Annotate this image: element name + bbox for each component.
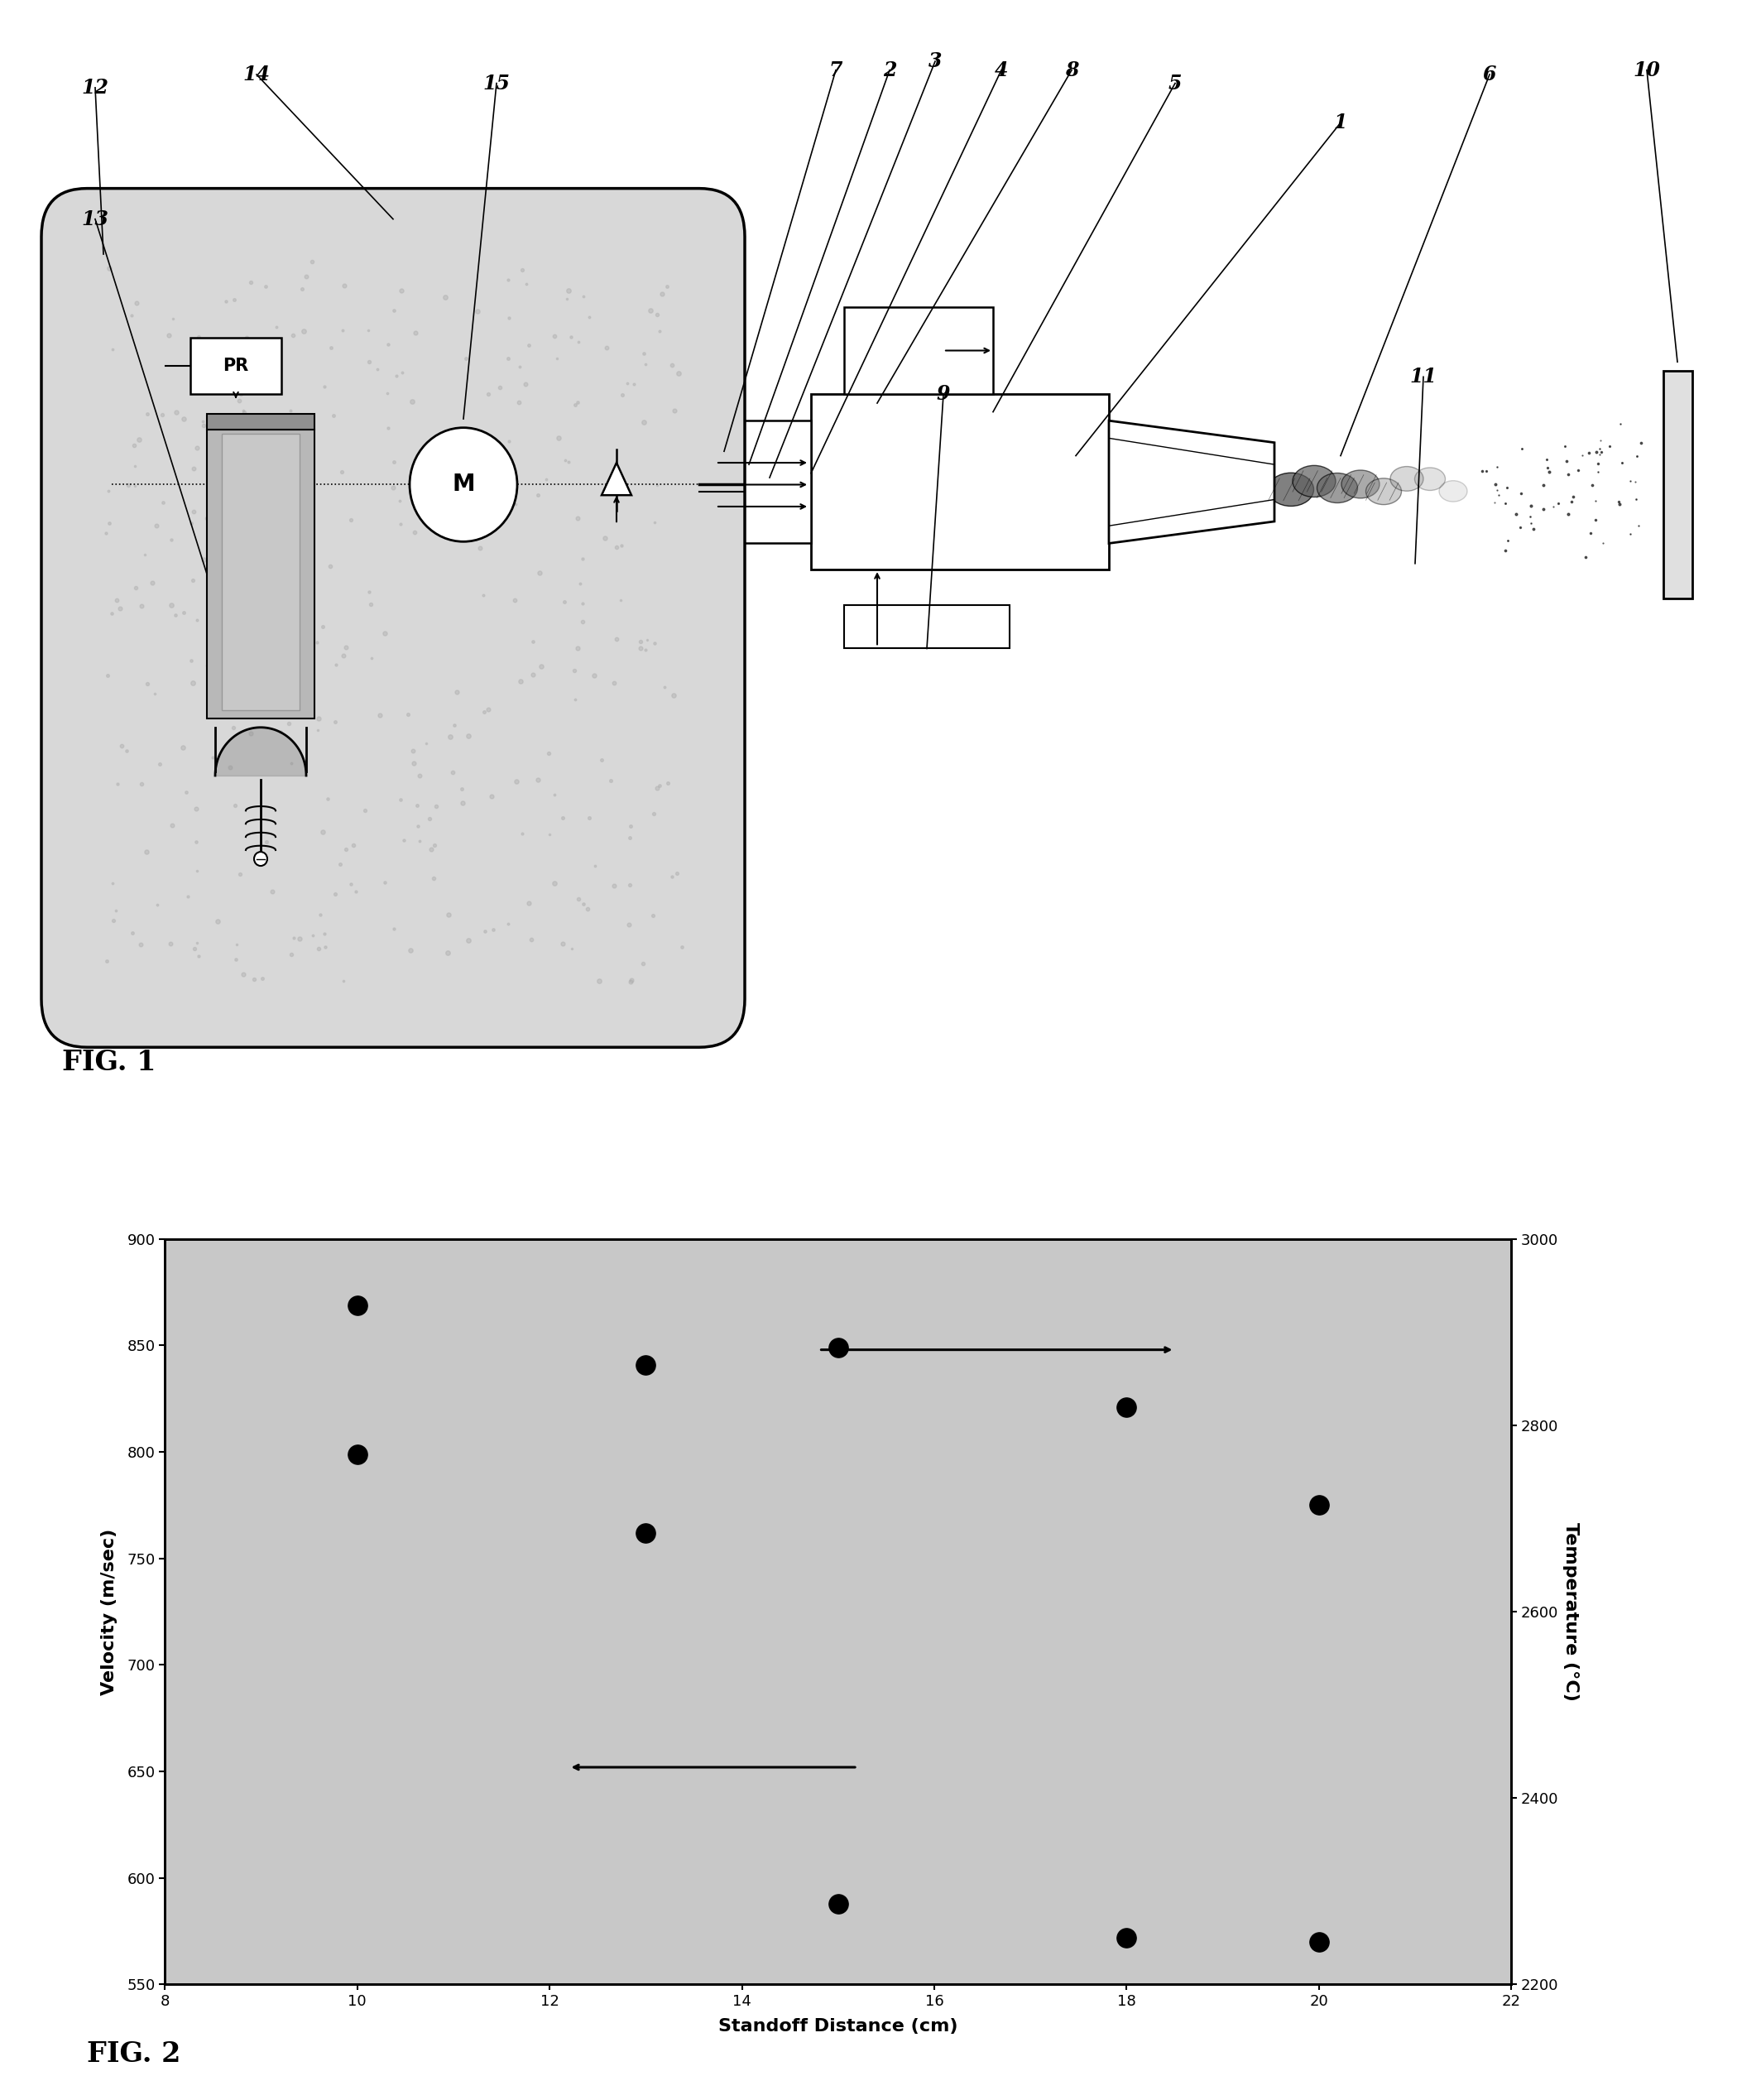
Text: FIG. 2: FIG. 2 [87, 2039, 181, 2068]
Point [632, 1348, 660, 1382]
Point [1113, 1390, 1141, 1424]
Ellipse shape [1341, 470, 1379, 498]
Ellipse shape [1268, 473, 1313, 506]
FancyBboxPatch shape [42, 189, 745, 1048]
Point [823, 1886, 851, 1919]
Point [344, 1287, 372, 1321]
X-axis label: Standoff Distance (cm): Standoff Distance (cm) [719, 2018, 957, 2035]
Polygon shape [601, 462, 632, 496]
Point [823, 1331, 851, 1365]
Bar [191, 338, 281, 395]
Bar [1664, 372, 1692, 598]
Text: 2: 2 [882, 61, 896, 80]
Text: 1: 1 [1334, 113, 1348, 132]
Bar [844, 307, 994, 395]
Point [344, 1436, 372, 1470]
Point [1113, 1922, 1141, 1955]
Text: 4: 4 [995, 61, 1007, 80]
Ellipse shape [1317, 473, 1358, 502]
Text: 7: 7 [829, 61, 842, 80]
Ellipse shape [1390, 466, 1423, 491]
Bar [207, 414, 314, 428]
Y-axis label: Temperature (°C): Temperature (°C) [1563, 1522, 1579, 1701]
Bar [745, 420, 811, 544]
Text: 8: 8 [1065, 61, 1079, 80]
Polygon shape [1108, 420, 1275, 544]
Text: 3: 3 [928, 50, 941, 71]
Ellipse shape [1414, 468, 1445, 491]
Point [1304, 1926, 1332, 1959]
Text: FIG. 1: FIG. 1 [63, 1048, 156, 1075]
Bar [207, 428, 314, 718]
Text: 9: 9 [936, 384, 950, 405]
Circle shape [410, 428, 518, 542]
Point [1304, 1489, 1332, 1522]
Text: 14: 14 [243, 65, 271, 84]
Circle shape [254, 853, 267, 865]
Y-axis label: Velocity (m/sec): Velocity (m/sec) [101, 1529, 118, 1695]
Text: 13: 13 [82, 210, 109, 229]
Text: 5: 5 [1169, 74, 1181, 92]
Bar [844, 605, 1009, 649]
Text: 12: 12 [82, 78, 109, 97]
Text: 11: 11 [1410, 368, 1436, 386]
Ellipse shape [1438, 481, 1468, 502]
Text: M: M [452, 473, 474, 496]
Text: 10: 10 [1633, 61, 1661, 80]
Text: 15: 15 [483, 74, 511, 92]
Bar [811, 395, 1108, 569]
Ellipse shape [1292, 466, 1336, 498]
Bar [222, 435, 299, 710]
Text: 6: 6 [1483, 65, 1496, 84]
Ellipse shape [1365, 479, 1402, 504]
Text: PR: PR [222, 357, 248, 374]
Point [632, 1516, 660, 1550]
